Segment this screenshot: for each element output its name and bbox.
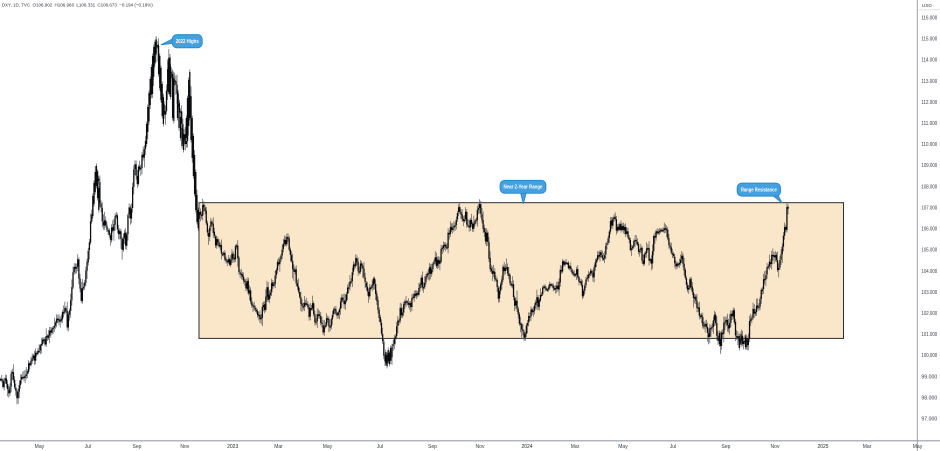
svg-text:100.000: 100.000 (921, 353, 937, 359)
svg-text:104.000: 104.000 (921, 269, 937, 275)
svg-text:98.000: 98.000 (921, 395, 937, 401)
svg-text:105.000: 105.000 (921, 248, 937, 254)
svg-text:Jul: Jul (670, 444, 676, 450)
svg-text:102.000: 102.000 (921, 311, 937, 317)
svg-text:May: May (323, 444, 333, 450)
svg-text:Sep: Sep (133, 444, 142, 450)
svg-text:113.000: 113.000 (921, 79, 937, 85)
svg-text:111.000: 111.000 (921, 121, 937, 127)
svg-text:97.000: 97.000 (921, 417, 937, 423)
svg-text:Near 2-Year Range: Near 2-Year Range (504, 185, 543, 191)
svg-text:Nov: Nov (476, 444, 485, 450)
svg-text:106.000: 106.000 (921, 227, 937, 233)
svg-text:Nov: Nov (180, 444, 189, 450)
svg-text:2025: 2025 (817, 444, 828, 450)
svg-text:Mar: Mar (863, 444, 872, 450)
svg-text:109.000: 109.000 (921, 163, 937, 169)
svg-text:107.000: 107.000 (921, 205, 937, 211)
svg-text:May: May (618, 444, 628, 450)
svg-text:101.000: 101.000 (921, 332, 937, 338)
svg-text:2024: 2024 (521, 444, 532, 450)
svg-text:114.000: 114.000 (921, 58, 937, 64)
svg-text:Jul: Jul (377, 444, 383, 450)
svg-text:May: May (35, 444, 45, 450)
svg-text:Range Resistance: Range Resistance (741, 188, 777, 194)
svg-text:Jul: Jul (85, 444, 91, 450)
svg-text:Nov: Nov (771, 444, 780, 450)
svg-text:Mar: Mar (571, 444, 580, 450)
svg-text:DXY, 1D, TVC O106.902 H106.960: DXY, 1D, TVC O106.902 H106.960 L106.331 … (2, 2, 153, 8)
svg-text:Mar: Mar (274, 444, 283, 450)
svg-text:99.000: 99.000 (921, 374, 937, 380)
svg-text:2023: 2023 (227, 444, 238, 450)
svg-text:103.000: 103.000 (921, 290, 937, 296)
svg-text:115.000: 115.000 (921, 37, 937, 43)
svg-text:110.000: 110.000 (921, 142, 937, 148)
svg-text:112.000: 112.000 (921, 100, 937, 106)
svg-text:108.000: 108.000 (921, 184, 937, 190)
svg-text:May: May (913, 444, 923, 450)
svg-text:Sep: Sep (428, 444, 437, 450)
svg-text:Sep: Sep (722, 444, 731, 450)
svg-text:116.000: 116.000 (921, 16, 937, 22)
svg-text:USD: USD (922, 3, 933, 8)
svg-text:2022 Highs: 2022 Highs (176, 39, 199, 45)
